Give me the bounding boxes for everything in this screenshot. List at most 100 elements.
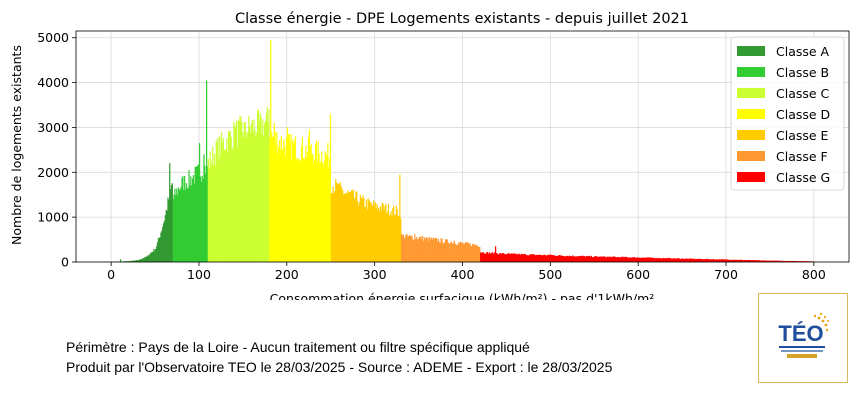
bar (799, 261, 802, 262)
bar (628, 257, 630, 262)
bar (783, 260, 785, 262)
bar (554, 255, 556, 262)
bar (343, 194, 345, 262)
bar (694, 259, 696, 262)
bar (441, 238, 443, 262)
bar (401, 234, 403, 262)
bar (446, 239, 448, 262)
bar (260, 117, 262, 262)
bar (169, 163, 171, 262)
bar (236, 147, 238, 262)
bar (583, 256, 585, 262)
bar (364, 206, 367, 262)
bar (491, 252, 493, 262)
bar (538, 254, 540, 262)
bar (302, 157, 304, 262)
bar (775, 260, 777, 262)
bar (464, 243, 466, 262)
bar (255, 136, 257, 262)
bar (140, 259, 142, 262)
bar (646, 257, 648, 262)
bar (576, 256, 578, 262)
bar (703, 259, 705, 262)
bar (397, 215, 399, 262)
bar (479, 246, 481, 262)
bar (521, 254, 523, 262)
bar (523, 253, 526, 262)
bar (393, 205, 395, 262)
bar (596, 256, 598, 262)
bar (487, 252, 489, 262)
bar (343, 194, 346, 262)
bar (748, 259, 751, 262)
bar (759, 260, 761, 262)
bar (570, 255, 572, 262)
bar (697, 258, 700, 262)
teo-logo: TÉO (758, 293, 848, 383)
bar (176, 188, 178, 262)
legend-label: Classe A (776, 44, 830, 59)
bar (227, 130, 230, 262)
bar (688, 259, 690, 262)
bar (429, 239, 432, 262)
bar (181, 177, 183, 262)
bar (453, 240, 455, 262)
bar (361, 197, 363, 262)
bar (772, 260, 774, 262)
bar (596, 256, 599, 262)
bar (216, 143, 218, 262)
bar (639, 258, 642, 262)
bar (696, 258, 698, 262)
bar (262, 119, 264, 262)
bar (658, 258, 660, 262)
bar (713, 259, 715, 262)
y-tick-label: 5000 (37, 30, 69, 45)
bar (398, 216, 400, 262)
x-tick-label: 100 (187, 267, 211, 282)
bar (665, 257, 667, 262)
bar (444, 239, 447, 262)
bar (704, 258, 707, 262)
bar (133, 260, 135, 262)
y-tick-label: 0 (61, 255, 69, 270)
bar (580, 255, 582, 262)
bar (515, 253, 517, 262)
bar (592, 257, 594, 262)
bar (426, 238, 428, 262)
bar (534, 255, 536, 262)
chart-title: Classe énergie - DPE Logements existants… (235, 11, 689, 27)
bar (443, 243, 445, 262)
bar (523, 254, 525, 262)
x-axis-ticks: 0 100 200 300 400 500 600 700 800 (107, 262, 826, 282)
bar (687, 258, 689, 262)
bar (311, 154, 313, 262)
bar (601, 256, 603, 262)
bar (762, 260, 765, 262)
bar (764, 260, 766, 262)
bar (613, 256, 615, 262)
x-tick-label: 400 (451, 267, 475, 282)
bar (213, 154, 216, 262)
bar (763, 260, 766, 262)
bar (185, 183, 188, 262)
bar (496, 253, 498, 262)
bar (630, 257, 632, 262)
bar (674, 258, 676, 262)
y-tick-label: 3000 (37, 120, 69, 135)
bar (776, 260, 779, 262)
bar (476, 245, 478, 262)
bar (231, 150, 233, 262)
bar (147, 255, 149, 262)
bar (358, 202, 361, 262)
bar (501, 254, 503, 262)
bar (770, 260, 773, 262)
bar (438, 242, 441, 262)
legend-label: Classe D (776, 107, 830, 122)
bar (394, 214, 397, 262)
bar (673, 257, 675, 262)
bar (463, 244, 465, 262)
bar (193, 183, 195, 262)
bar (184, 189, 187, 262)
bar (599, 256, 601, 262)
bar (517, 254, 520, 262)
